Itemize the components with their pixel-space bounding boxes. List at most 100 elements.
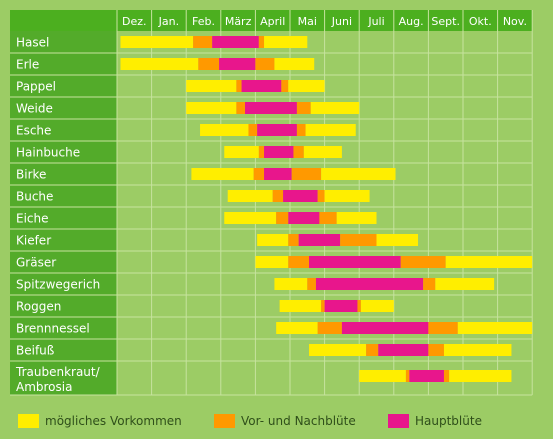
bloom-segment-possible [443,344,512,356]
bloom-segment-possible [359,370,406,382]
plant-label-column [10,31,117,395]
legend-label: Hauptblüte [415,414,482,428]
bloom-segment-possible [435,278,495,290]
bloom-segment-pre-post [236,80,242,92]
bloom-segment-possible [264,36,308,48]
plant-label: Esche [16,124,51,138]
bloom-segment-possible [445,256,533,268]
bloom-segment-pre-post [281,80,289,92]
bloom-segment-possible [310,102,360,114]
bloom-segment-pre-post [288,234,299,246]
plant-label: Hasel [16,36,49,50]
month-label: April [260,15,285,28]
bloom-segment-pre-post [288,256,310,268]
bloom-segment-pre-post [236,102,246,114]
bloom-segment-main [378,344,429,356]
bloom-segment-main [264,146,294,158]
bloom-segment-pre-post [291,168,322,180]
bloom-segment-pre-post [317,190,325,202]
legend-swatch-possible [18,414,39,428]
bloom-segment-possible [224,146,259,158]
month-label: Jan. [158,15,179,28]
bloom-segment-possible [303,146,342,158]
month-label: Sept. [431,15,460,28]
bloom-segment-possible [457,322,533,334]
bloom-segment-possible [305,124,356,136]
bloom-segment-pre-post [428,344,444,356]
bloom-segment-pre-post [405,370,410,382]
month-label: Juli [367,15,384,28]
plant-label: Hainbuche [16,146,80,160]
bloom-segment-pre-post [293,146,304,158]
bloom-segment-possible [227,190,273,202]
bloom-segment-pre-post [248,124,258,136]
bloom-segment-main [257,124,297,136]
bloom-segment-possible [376,234,419,246]
plant-label: Pappel [16,80,56,94]
plant-label: Ambrosia [16,380,72,394]
bloom-segment-possible [186,102,237,114]
bloom-segment-pre-post [400,256,446,268]
bloom-segment-possible [120,58,199,70]
bloom-segment-main [288,212,320,224]
bloom-segment-pre-post [258,36,265,48]
bloom-segment-main [315,278,424,290]
bloom-segment-main [341,322,429,334]
bloom-segment-possible [276,322,318,334]
month-header [10,10,533,31]
month-label: Feb. [192,15,215,28]
legend-swatch-pre-post [214,414,235,428]
bloom-segment-possible [324,190,370,202]
bloom-segment-main [409,370,444,382]
bloom-segment-possible [257,234,289,246]
bloom-segment-pre-post [296,124,306,136]
plant-label: Erle [16,58,39,72]
bloom-segment-pre-post [340,234,377,246]
bloom-segment-pre-post [443,370,450,382]
bloom-segment-pre-post [198,58,220,70]
bloom-segment-possible [288,80,325,92]
bloom-segment-pre-post [321,300,325,312]
bloom-segment-main [245,102,297,114]
bloom-segment-main [264,168,292,180]
month-label: Okt. [469,15,492,28]
bloom-segment-pre-post [255,58,275,70]
legend-swatch-main [388,414,409,428]
bloom-segment-possible [255,256,289,268]
bloom-segment-pre-post [276,212,289,224]
bloom-segment-pre-post [307,278,316,290]
bloom-segment-possible [191,168,254,180]
bloom-segment-possible [279,300,322,312]
bloom-segment-main [283,190,318,202]
bloom-segment-pre-post [272,190,284,202]
bloom-segment-main [241,80,282,92]
plant-label: Buche [16,190,53,204]
month-label: März [225,15,252,28]
bloom-segment-main [298,234,341,246]
bloom-segment-main [219,58,256,70]
bloom-segment-possible [449,370,512,382]
bloom-segment-main [324,300,358,312]
bloom-segment-pre-post [366,344,379,356]
bloom-segment-pre-post [317,322,342,334]
bloom-segment-pre-post [296,102,311,114]
plant-label: Birke [16,168,46,182]
plant-label: Traubenkraut/ [15,365,101,379]
plant-label: Brennnessel [16,322,90,336]
bloom-segment-pre-post [253,168,265,180]
bloom-segment-main [212,36,259,48]
legend-label: mögliches Vorkommen [45,414,182,428]
plant-label: Kiefer [16,234,51,248]
plant-label: Weide [16,102,53,116]
bloom-segment-possible [186,80,237,92]
plant-label: Beifuß [16,344,55,358]
month-label: Aug. [399,15,424,28]
bloom-segment-pre-post [193,36,213,48]
bloom-segment-possible [309,344,367,356]
plant-label: Spitzwegerich [16,278,100,292]
legend-label: Vor- und Nachblüte [241,414,356,428]
month-label: Mai [298,15,317,28]
bloom-segment-pre-post [428,322,458,334]
bloom-segment-pre-post [423,278,436,290]
